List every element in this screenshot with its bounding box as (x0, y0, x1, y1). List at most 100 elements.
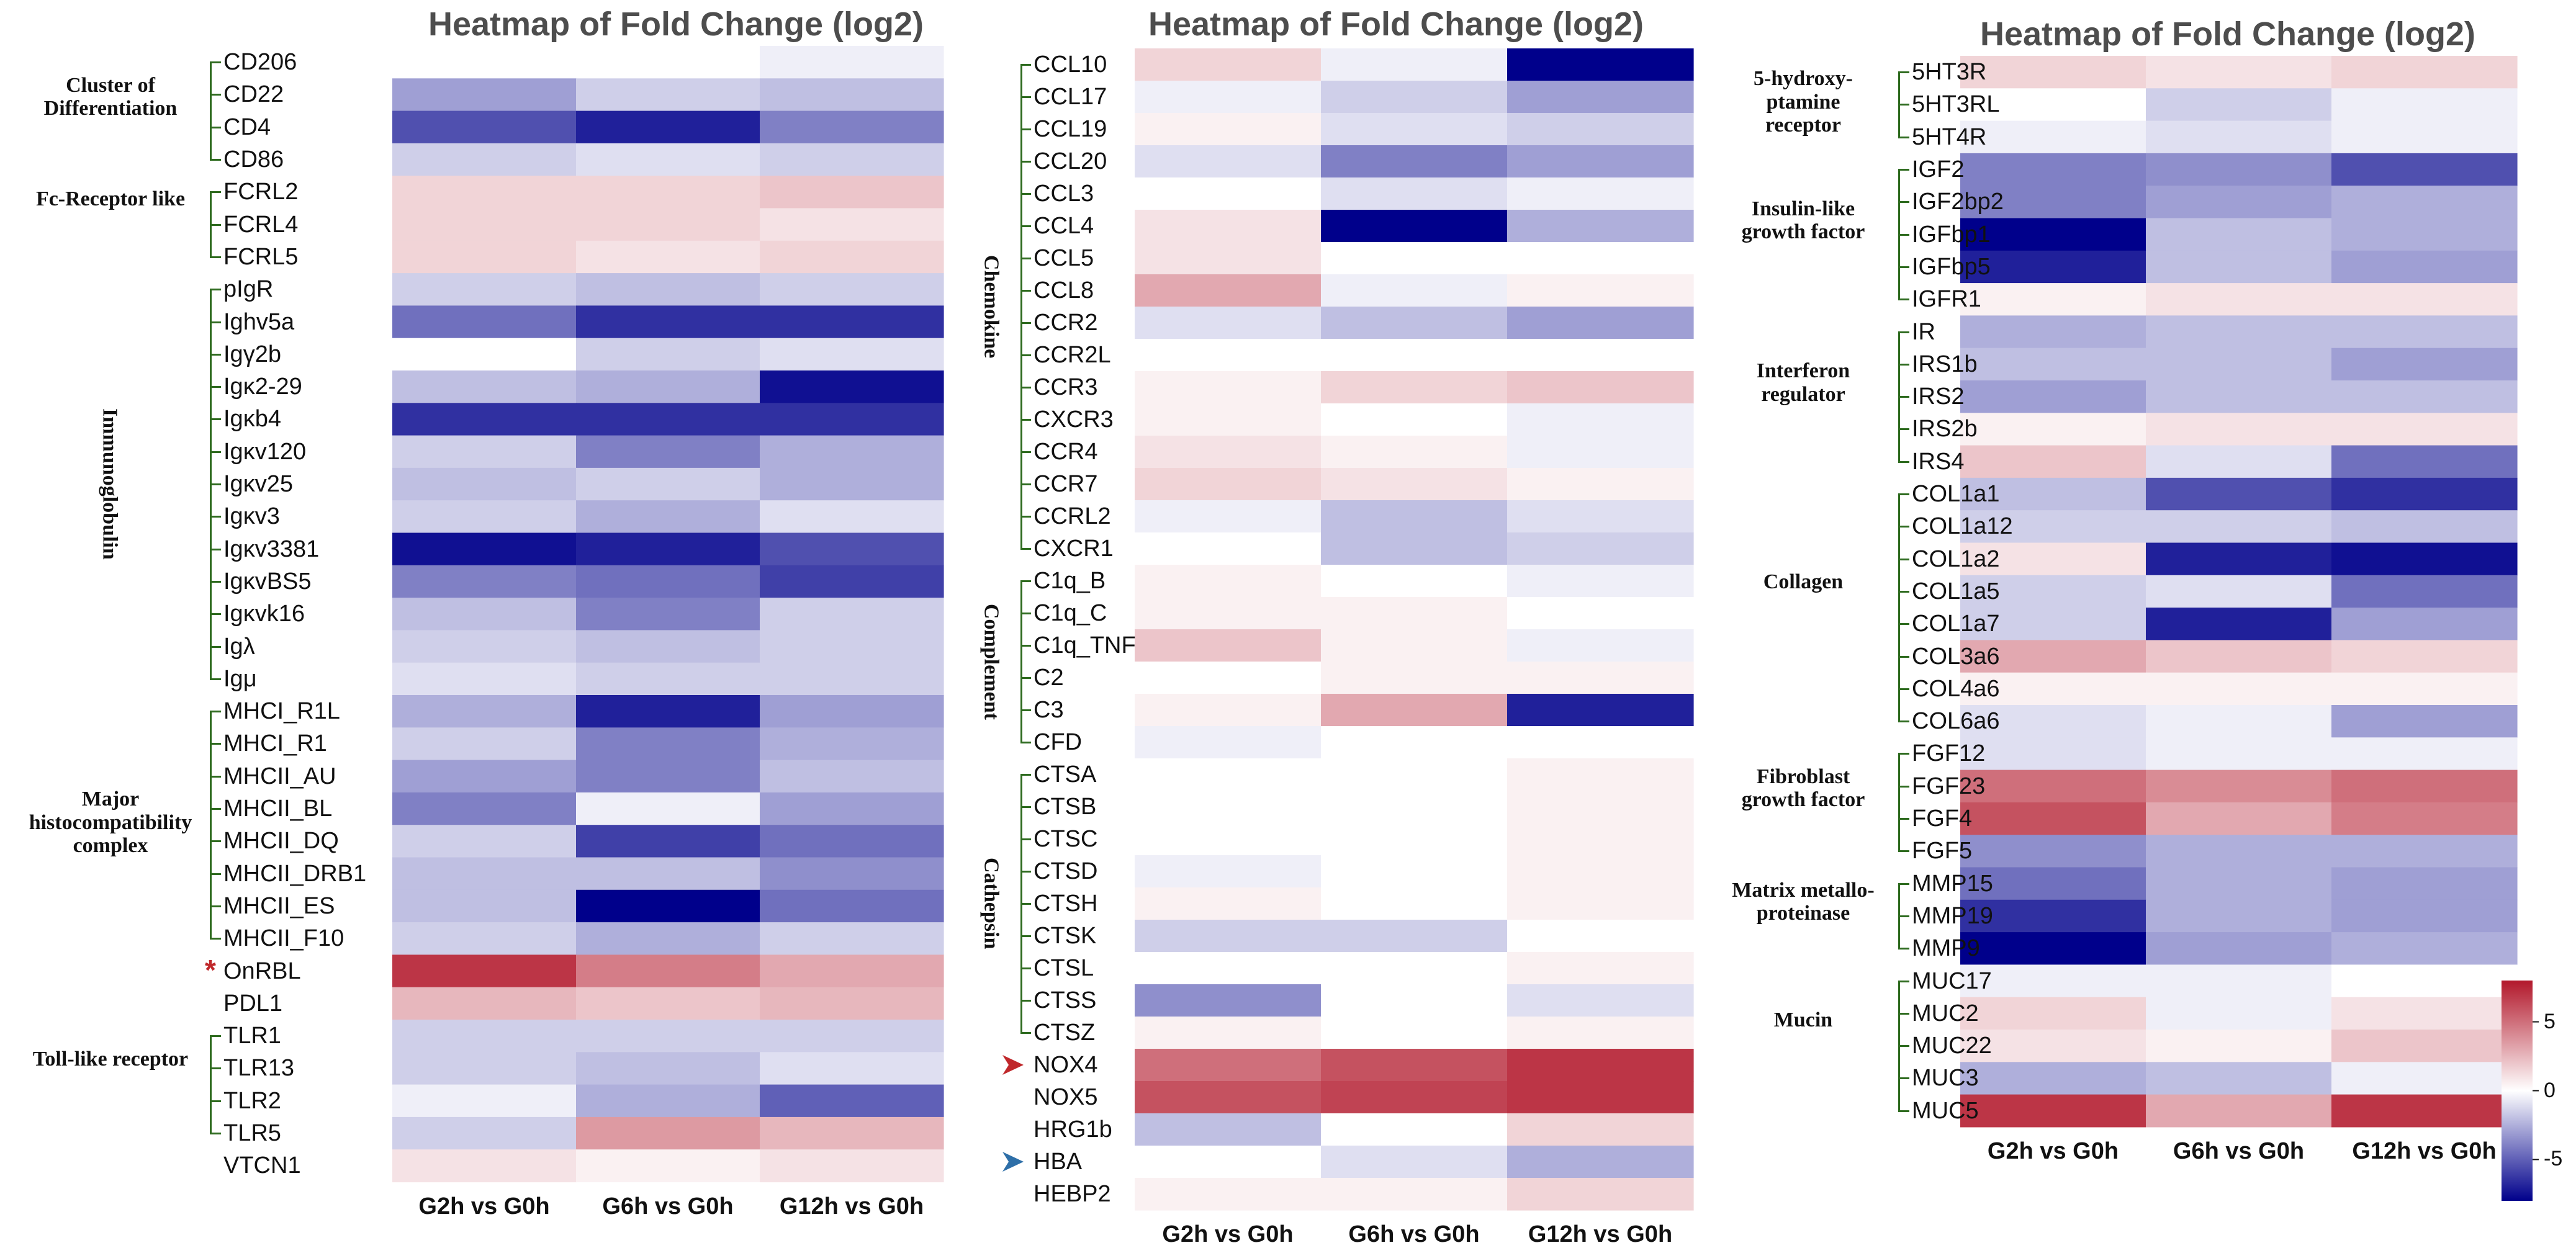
row-label: CTSS (1034, 987, 1097, 1013)
heatmap-cell (1135, 1178, 1322, 1211)
heatmap-cell (1960, 705, 2146, 738)
heatmap-cell (1321, 1113, 1508, 1146)
bracket-tick (1020, 774, 1031, 776)
heatmap-cell (392, 176, 577, 209)
heatmap-cell (1135, 984, 1322, 1017)
heatmap-cell (576, 1020, 760, 1053)
bracket-tick (1898, 753, 1909, 755)
row-label: MHCII_F10 (223, 925, 345, 952)
heatmap-cell (576, 727, 760, 761)
heatmap-cell (2331, 510, 2518, 544)
group-bracket (1898, 169, 1900, 301)
group-bracket (210, 61, 212, 161)
bracket-tick (210, 516, 221, 518)
heatmap-cell (392, 78, 577, 112)
heatmap-cell (2331, 348, 2518, 381)
heatmap-cell (2146, 1062, 2332, 1095)
heatmap-cell (2146, 899, 2332, 933)
bracket-tick (210, 1100, 221, 1102)
bracket-tick (1898, 136, 1909, 138)
bracket-tick (210, 126, 221, 128)
row-label: FCRL2 (223, 179, 299, 205)
bracket-tick (210, 580, 221, 583)
heatmap-cell (392, 46, 577, 79)
heatmap-cell (1960, 608, 2146, 640)
row-label: NOX5 (1034, 1084, 1098, 1110)
group-label: Interferon regulator (1756, 359, 1850, 406)
row-label: IRS1b (1912, 351, 1978, 377)
heatmap-cell (760, 987, 944, 1020)
heatmap-cell (760, 176, 944, 209)
bracket-tick (1898, 623, 1909, 626)
row-label: COL3a6 (1912, 643, 2000, 670)
bracket-tick (1898, 688, 1909, 690)
heatmap-cell (576, 662, 760, 696)
row-label: MMP15 (1912, 870, 1993, 897)
bracket-tick (1898, 299, 1909, 301)
heatmap-cell (576, 1116, 760, 1150)
bracket-tick (1898, 948, 1909, 950)
heatmap-cell (2331, 932, 2518, 965)
heatmap-cell (1321, 1017, 1508, 1049)
heatmap-cell (1507, 920, 1694, 953)
heatmap-cell (2146, 120, 2332, 154)
bracket-tick (210, 678, 221, 680)
heatmap-cell (1960, 672, 2146, 706)
bracket-tick (1898, 104, 1909, 106)
bracket-tick (1898, 1110, 1909, 1112)
heatmap-cell (1135, 307, 1322, 339)
bracket-tick (1898, 363, 1909, 366)
row-label: CXCR1 (1034, 536, 1114, 562)
heatmap-cell (576, 889, 760, 923)
heatmap-cell (760, 240, 944, 274)
heatmap-cell (2331, 186, 2518, 219)
column-label: G12h vs G0h (1528, 1221, 1673, 1247)
bracket-tick (1898, 1012, 1909, 1015)
heatmap-cell (2331, 283, 2518, 316)
bracket-tick (1898, 721, 1909, 723)
row-label: Igκb4 (223, 406, 281, 433)
heatmap-cell (2146, 770, 2332, 803)
row-label: MHCII_ES (223, 892, 335, 919)
heatmap-cell (2331, 477, 2518, 511)
group-label: Cathepsin (980, 858, 1003, 949)
heatmap-cell (1135, 1113, 1322, 1146)
heatmap-cell (1960, 88, 2146, 122)
bracket-tick (1898, 233, 1909, 236)
heatmap-cell (576, 695, 760, 728)
row-label: FGF12 (1912, 740, 1986, 767)
heatmap-cell (1321, 242, 1508, 275)
row-label: COL1a5 (1912, 578, 2000, 604)
heatmap-cell (392, 208, 577, 241)
heatmap-cell (392, 987, 577, 1020)
heatmap-cell (1960, 283, 2146, 316)
group-label: Collagen (1763, 570, 1844, 594)
heatmap-cell (392, 857, 577, 891)
heatmap-cell (2331, 218, 2518, 251)
colorbar (2502, 981, 2533, 1201)
group-bracket (1898, 493, 1900, 723)
heatmap-cell (1960, 867, 2146, 900)
heatmap-cell (2146, 186, 2332, 219)
heatmap-cell (392, 630, 577, 663)
heatmap-cell (576, 760, 760, 793)
heatmap-cell (2331, 640, 2518, 673)
heatmap-cell (1507, 113, 1694, 146)
heatmap-cell (1135, 81, 1322, 114)
colorbar-tick-label: 5 (2544, 1009, 2556, 1033)
heatmap-cell (1321, 307, 1508, 339)
heatmap-cell (2331, 997, 2518, 1030)
heatmap-cell (1507, 339, 1694, 372)
heatmap-cell (760, 954, 944, 988)
heatmap-cell (1960, 802, 2146, 835)
heatmap-cell (1321, 403, 1508, 436)
heatmap-cell (2331, 835, 2518, 868)
heatmap-cell (1960, 575, 2146, 608)
heatmap-cell (1321, 984, 1508, 1017)
heatmap-cell (1321, 758, 1508, 791)
heatmap-cell (2331, 1062, 2518, 1095)
bracket-tick (210, 645, 221, 648)
bracket-tick (210, 938, 221, 940)
heatmap-cell (2331, 445, 2518, 478)
heatmap-cell (1960, 348, 2146, 381)
